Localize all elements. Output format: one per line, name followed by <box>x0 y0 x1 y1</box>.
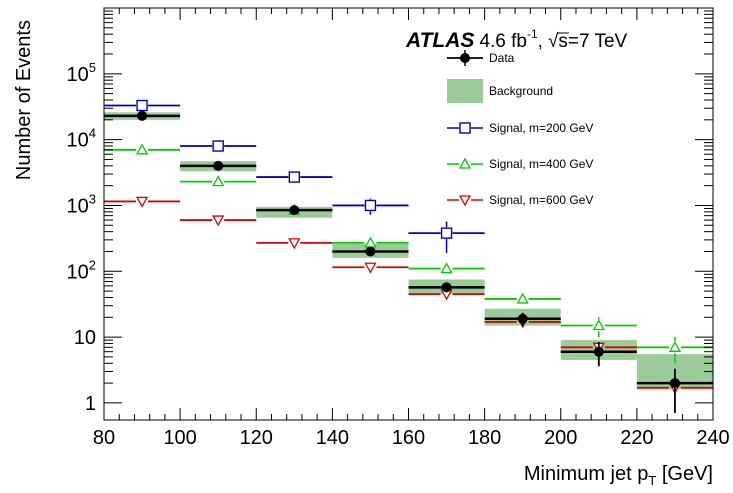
data-point <box>441 282 452 293</box>
x-tick-label: 160 <box>392 427 425 449</box>
y-tick-label: 105 <box>67 60 96 86</box>
signal-0000cc-point <box>440 227 453 239</box>
data-point <box>517 313 528 324</box>
signal-00cc00-point <box>592 319 605 331</box>
legend-marker <box>458 195 472 207</box>
signal-0000cc-point <box>288 171 301 183</box>
legend-marker <box>458 157 472 169</box>
signal-dd0000-point <box>212 215 225 227</box>
legend: Data Background Signal, m=200 GeV Signal, m… <box>447 50 593 207</box>
y-tick-label: 104 <box>67 126 96 152</box>
y-tick-label-base: 10 <box>67 195 89 217</box>
signal-0000cc-point <box>136 99 148 112</box>
y-tick-label: 102 <box>67 257 96 283</box>
y-tick-label-base: 10 <box>67 130 89 152</box>
x-axis-title-main: Minimum jet p <box>524 463 648 485</box>
data-point <box>365 246 376 257</box>
y-axis-title: Number of Events <box>13 20 35 180</box>
x-tick-label: 100 <box>163 427 196 449</box>
x-tick-label: 220 <box>620 427 653 449</box>
y-tick-label: 10 <box>74 327 96 349</box>
atlas-sqrt-symbol: √ <box>548 31 559 52</box>
atlas-energy-value: =7 TeV <box>568 31 628 52</box>
signal-00cc00-point <box>668 340 682 352</box>
legend-label: Signal, m=200 GeV <box>489 121 593 135</box>
y-tick-label: 103 <box>67 191 96 217</box>
atlas-separator: , <box>538 31 543 52</box>
x-axis-title-sub: T <box>648 473 656 488</box>
y-tick-label-exp: 4 <box>89 126 96 141</box>
y-tick-label-base: 1 <box>85 393 96 415</box>
y-tick-label-base: 10 <box>74 327 96 349</box>
y-tick-label-base: 10 <box>67 64 89 86</box>
atlas-lumi-exp: -1 <box>527 27 538 41</box>
data-point <box>669 378 680 389</box>
x-tick-label: 120 <box>240 427 273 449</box>
signal-00cc00-point <box>516 292 529 304</box>
data-point <box>137 110 148 121</box>
x-axis-title: Minimum jet pT [GeV] <box>524 463 713 488</box>
signal-00cc00-point <box>440 262 453 274</box>
atlas-annotation: ATLAS 4.6 fb-1, √s=7 TeV <box>405 27 628 52</box>
atlas-experiment: ATLAS <box>405 29 474 52</box>
signal-dd0000-point <box>364 262 377 274</box>
y-tick-label-exp: 3 <box>89 191 96 206</box>
signal-dd0000-point <box>135 196 149 208</box>
x-axis-title-unit: [GeV] <box>656 463 713 485</box>
x-tick-label: 80 <box>93 427 115 449</box>
y-tick-label-exp: 5 <box>89 60 96 75</box>
signal-00cc00-point <box>212 175 225 187</box>
signal-0000cc-point <box>212 140 224 152</box>
x-tick-label: 240 <box>696 427 729 449</box>
legend-swatch-background <box>447 79 483 103</box>
labels-layer: 80 100 120 140 160 180 200 220 24011010210310410… <box>67 60 730 449</box>
data-point <box>289 205 300 216</box>
y-tick-label-exp: 2 <box>89 257 96 272</box>
legend-label: Signal, m=600 GeV <box>489 193 593 207</box>
signal-00cc00-point <box>135 143 149 155</box>
signal-0000cc-point <box>364 199 377 212</box>
legend-label: Signal, m=400 GeV <box>489 157 593 171</box>
ticks-layer <box>103 7 714 420</box>
x-tick-label: 180 <box>468 427 501 449</box>
x-tick-label: 140 <box>316 427 349 449</box>
legend-label: Background <box>489 84 553 98</box>
atlas-energy-root: s <box>558 31 568 52</box>
data-point <box>593 346 604 357</box>
signal-00cc00-point <box>364 236 377 248</box>
x-tick-label: 200 <box>544 427 577 449</box>
data-point <box>213 160 224 171</box>
legend-marker-data <box>460 53 470 63</box>
y-tick-label: 1 <box>85 393 96 415</box>
signal-dd0000-point <box>288 238 301 250</box>
y-tick-label-base: 10 <box>67 261 89 283</box>
legend-label: Data <box>489 51 515 65</box>
atlas-lumi: 4.6 fb <box>479 31 527 52</box>
legend-marker <box>459 122 471 134</box>
